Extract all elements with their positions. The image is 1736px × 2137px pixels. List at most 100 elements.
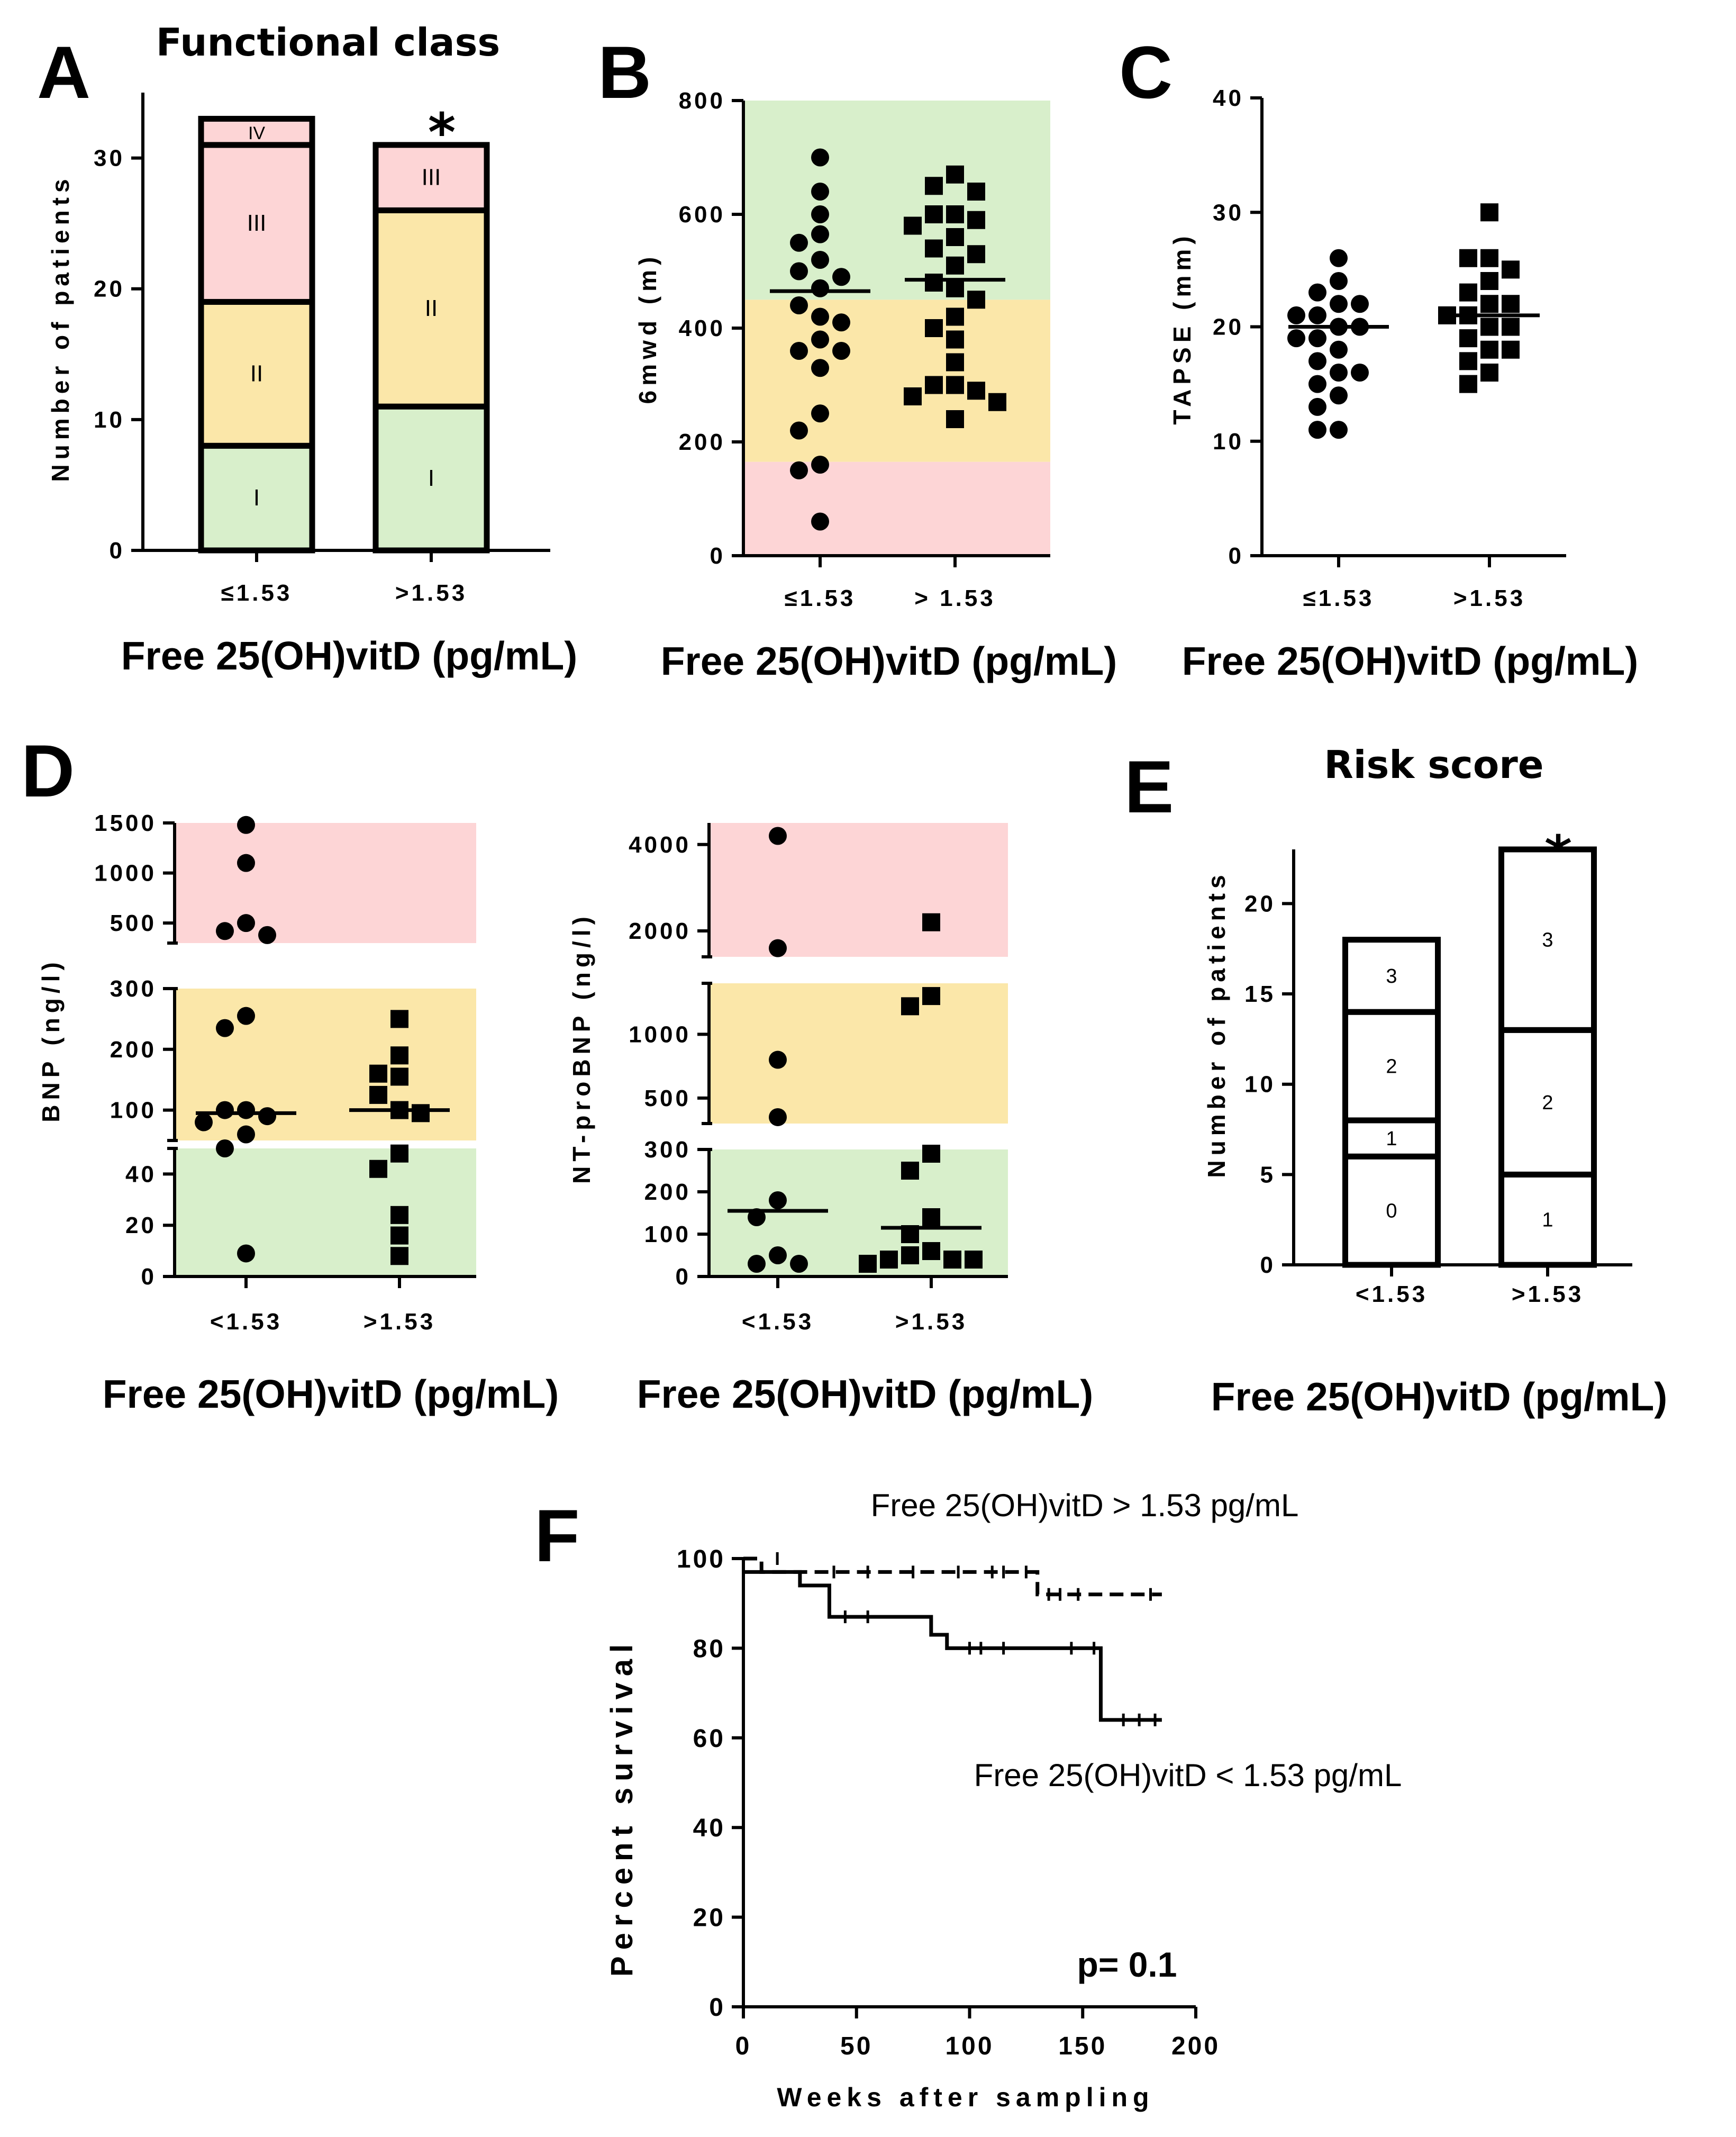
panel-b-point [967, 183, 985, 201]
panel-a-ytick-label: 10 [94, 407, 125, 433]
panel-b-ytick-label: 800 [679, 88, 725, 114]
panel-c-point [1308, 329, 1326, 348]
panel-a-segment-label: III [247, 210, 267, 236]
panel-b-band [743, 101, 1050, 300]
panel-letter-f: F [534, 1494, 580, 1577]
panel-b-point [790, 421, 808, 440]
panel-b-point [811, 183, 829, 201]
panel-f-pvalue: p= 0.1 [1077, 1945, 1177, 1984]
panel-b-xtick-label: > 1.53 [914, 585, 996, 611]
panel-c-point [1287, 306, 1305, 324]
panel-a-bar-segment [372, 142, 490, 213]
panel-b-point [946, 376, 964, 394]
panel-b-point [925, 177, 943, 195]
panel-letter-a: A [37, 31, 90, 114]
panel-c-point [1330, 295, 1348, 313]
panel-c-point [1308, 421, 1326, 439]
panel-b-ytick-label: 200 [679, 429, 725, 455]
panel-e-bar-segment [1342, 937, 1441, 1015]
panel-d-bnp-point [369, 1064, 387, 1083]
panel-c-point [1308, 397, 1326, 416]
panel-f-label-high: Free 25(OH)vitD > 1.53 pg/mL [871, 1488, 1299, 1523]
panel-d-bnp-point [237, 1125, 255, 1144]
panel-e-xtitle: Free 25(OH)vitD (pg/mL) [1211, 1374, 1668, 1419]
panel-c-point [1502, 318, 1520, 336]
panel-letter-e: E [1124, 745, 1174, 828]
panel-c-point [1308, 306, 1326, 324]
panel-e-ytick-label: 5 [1260, 1162, 1276, 1188]
panel-f-ylabel: Percent survival [605, 1638, 639, 1977]
panel-b-point [946, 256, 964, 275]
panel-d-ntprobnp-xtick-label: <1.53 [742, 1309, 814, 1335]
panel-d-bnp-ytick-label: 300 [110, 976, 157, 1002]
panel-d-ntprobnp-xtick-label: >1.53 [895, 1309, 967, 1335]
panel-d-ntprobnp-point [769, 1191, 787, 1209]
panel-a-ytick-label: 0 [110, 538, 125, 564]
panel-b-point [946, 353, 964, 372]
panel-b-point [925, 319, 943, 337]
panel-a-segment-label: I [428, 465, 434, 491]
panel-b-point [967, 211, 985, 229]
panel-a-xtick-label: ≤1.53 [221, 580, 293, 606]
panel-b-point [790, 296, 808, 314]
panel-a-bar-segment [372, 403, 490, 554]
panel-b-point [790, 342, 808, 360]
panel-c-point [1330, 421, 1348, 439]
panel-b-band [743, 461, 1050, 556]
panel-d-bnp-ytick-label: 20 [125, 1212, 157, 1238]
panel-d-ntprobnp-point [943, 1251, 961, 1269]
panel-a-title: Functional class [156, 20, 501, 65]
panel-b-ytick-label: 600 [679, 202, 725, 228]
panel-b-point [811, 279, 829, 297]
panel-c-ytick-label: 0 [1229, 543, 1244, 569]
panel-d-bnp-point [237, 854, 255, 872]
panel-d-bnp-point [237, 914, 255, 932]
panel-b-point [925, 274, 943, 292]
panel-d-bnp-xtick-label: >1.53 [363, 1309, 435, 1335]
panel-d-ntprobnp-point [901, 997, 919, 1016]
panel-b-point [811, 456, 829, 474]
panel-b-point [832, 342, 850, 360]
panel-b-xtitle: Free 25(OH)vitD (pg/mL) [661, 639, 1117, 683]
panel-a-bar-segment [198, 142, 315, 305]
panel-c-point [1308, 352, 1326, 370]
panel-b-point [811, 359, 829, 377]
panel-d-bnp-band [175, 989, 476, 1140]
panel-c-point [1330, 386, 1348, 405]
panel-d-ntprobnp-point [901, 1246, 919, 1264]
panel-f-ytick-label: 60 [693, 1725, 725, 1753]
panel-d-bnp-ytick-label: 500 [110, 910, 157, 936]
panel-e-bar-segment [1342, 1009, 1441, 1124]
panel-a-segment-label: II [425, 295, 438, 321]
panel-d-bnp-ytick-label: 40 [125, 1161, 157, 1187]
panel-b-point [946, 410, 964, 428]
panel-c-point [1330, 340, 1348, 359]
panel-b-point [811, 512, 829, 531]
panel-c-point [1459, 329, 1477, 348]
panel-b-point [904, 387, 922, 405]
panel-f-ytick-label: 40 [693, 1814, 725, 1842]
panel-d-ntprobnp-point [922, 987, 940, 1006]
panel-a-bar-segment [198, 298, 315, 449]
panel-d-ntprobnp-point [922, 1145, 940, 1163]
panel-a-ytick-label: 20 [94, 276, 125, 302]
panel-d-bnp-point [216, 1139, 234, 1157]
panel-b-point [811, 307, 829, 326]
panel-c-point [1308, 375, 1326, 393]
panel-d-ntprobnp-plot: 0 100 200 300 500 1000 2000 4000 <1.53 >1.53 [629, 823, 1008, 1335]
panel-c-point [1459, 375, 1477, 393]
panel-e-title: Risk score [1324, 742, 1543, 787]
panel-d-ntprobnp-point [922, 1242, 940, 1260]
panel-b-point [967, 245, 985, 264]
panel-e-plot: 0 1 2 3 1 2 3 0 5 10 15 20 <1.53 >1.53 [1244, 846, 1632, 1307]
panel-d-bnp-ylabel: BNP (ng/l) [37, 957, 65, 1122]
panel-d-bnp-point [258, 1107, 276, 1126]
panel-b-point [925, 376, 943, 394]
panel-f-ytick-label: 100 [677, 1545, 725, 1573]
panel-c-ytick-label: 40 [1213, 85, 1244, 111]
panel-letter-c: C [1119, 31, 1173, 114]
panel-d-ntprobnp-point [748, 1255, 766, 1273]
panel-d-bnp-point [195, 1113, 213, 1131]
